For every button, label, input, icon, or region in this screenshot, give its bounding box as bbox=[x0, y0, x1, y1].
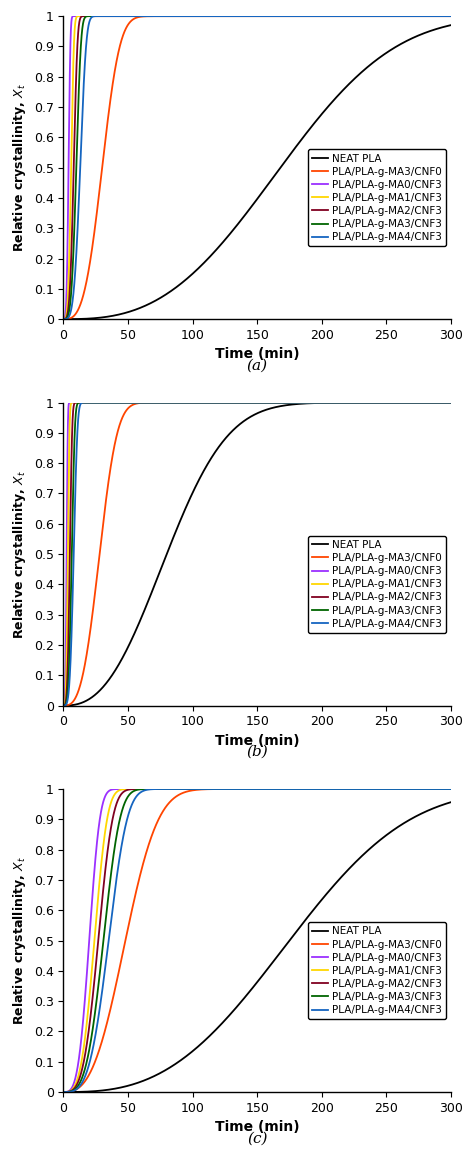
Legend: NEAT PLA, PLA/PLA-g-MA3/CNF0, PLA/PLA-g-MA0/CNF3, PLA/PLA-g-MA1/CNF3, PLA/PLA-g-: NEAT PLA, PLA/PLA-g-MA3/CNF0, PLA/PLA-g-… bbox=[308, 150, 446, 246]
Text: (a): (a) bbox=[246, 358, 268, 373]
Legend: NEAT PLA, PLA/PLA-g-MA3/CNF0, PLA/PLA-g-MA0/CNF3, PLA/PLA-g-MA1/CNF3, PLA/PLA-g-: NEAT PLA, PLA/PLA-g-MA3/CNF0, PLA/PLA-g-… bbox=[308, 922, 446, 1020]
Y-axis label: Relative crystallinity, $X_t$: Relative crystallinity, $X_t$ bbox=[11, 83, 28, 252]
X-axis label: Time (min): Time (min) bbox=[215, 348, 300, 361]
Legend: NEAT PLA, PLA/PLA-g-MA3/CNF0, PLA/PLA-g-MA0/CNF3, PLA/PLA-g-MA1/CNF3, PLA/PLA-g-: NEAT PLA, PLA/PLA-g-MA3/CNF0, PLA/PLA-g-… bbox=[308, 536, 446, 633]
Text: (b): (b) bbox=[246, 745, 268, 759]
X-axis label: Time (min): Time (min) bbox=[215, 734, 300, 748]
X-axis label: Time (min): Time (min) bbox=[215, 1120, 300, 1134]
Y-axis label: Relative crystallinity, $X_t$: Relative crystallinity, $X_t$ bbox=[11, 856, 28, 1026]
Text: (c): (c) bbox=[247, 1131, 267, 1145]
Y-axis label: Relative crystallinity, $X_t$: Relative crystallinity, $X_t$ bbox=[11, 470, 28, 639]
